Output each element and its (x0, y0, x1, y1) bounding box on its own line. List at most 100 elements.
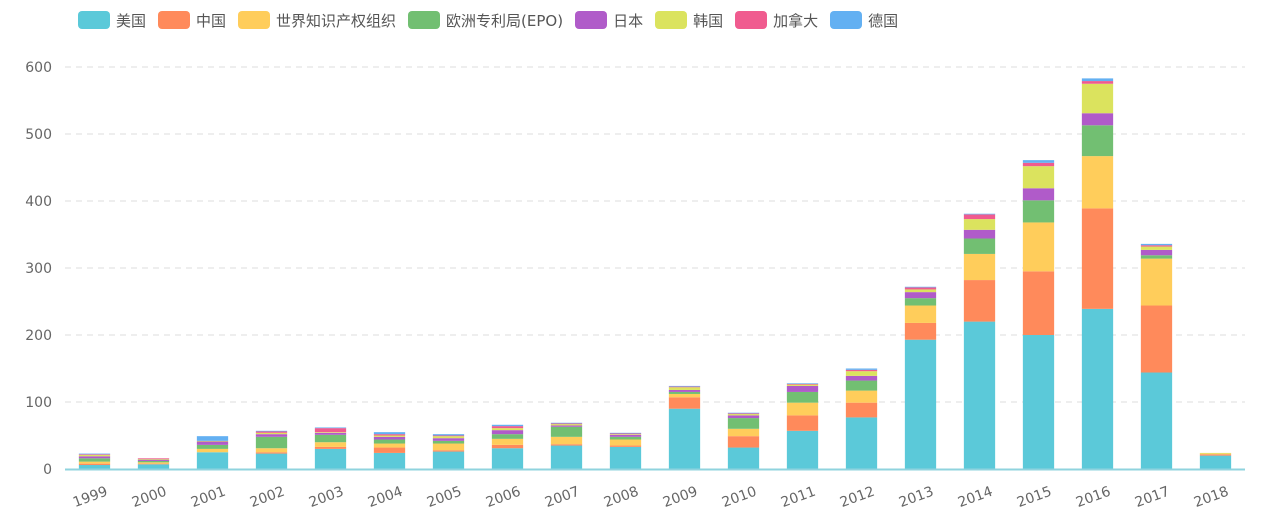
bar-2014-series-3[interactable] (963, 253, 996, 281)
bar-2001-series-5[interactable] (196, 441, 229, 445)
bar-2000-series-2[interactable] (137, 463, 170, 465)
bar-2013-series-2[interactable] (904, 322, 937, 340)
bar-2001-series-6[interactable] (196, 440, 229, 442)
bar-2011-series-6[interactable] (786, 384, 819, 386)
bar-2009-series-7[interactable] (668, 386, 701, 388)
bar-2016-series-7[interactable] (1081, 81, 1114, 84)
bar-2018-series-6[interactable] (1199, 452, 1232, 454)
bar-2016-series-8[interactable] (1081, 78, 1114, 82)
bar-2007-series-5[interactable] (550, 425, 583, 427)
bar-2007-series-3[interactable] (550, 436, 583, 445)
bar-2006-series-4[interactable] (491, 434, 524, 439)
bar-2007-series-8[interactable] (550, 422, 583, 424)
bar-2013-series-1[interactable] (904, 339, 937, 469)
bar-2017-series-1[interactable] (1140, 372, 1173, 469)
bar-2011-series-5[interactable] (786, 385, 819, 392)
bar-2002-series-6[interactable] (255, 432, 288, 435)
bar-2013-series-6[interactable] (904, 289, 937, 293)
bar-2006-series-1[interactable] (491, 448, 524, 469)
bar-2000-series-6[interactable] (137, 458, 170, 460)
bar-2017-series-8[interactable] (1140, 243, 1173, 246)
bar-2008-series-5[interactable] (609, 434, 642, 437)
bar-2003-series-7[interactable] (314, 428, 347, 433)
bar-2004-series-8[interactable] (373, 432, 406, 435)
bar-2003-series-2[interactable] (314, 446, 347, 449)
bar-2005-series-3[interactable] (432, 443, 465, 451)
bar-2014-series-4[interactable] (963, 238, 996, 254)
bar-2015-series-8[interactable] (1022, 160, 1055, 163)
bar-2017-series-4[interactable] (1140, 255, 1173, 259)
bar-2001-series-1[interactable] (196, 452, 229, 469)
bar-2007-series-4[interactable] (550, 426, 583, 437)
bar-2012-series-7[interactable] (845, 369, 878, 372)
bar-2013-series-4[interactable] (904, 298, 937, 306)
bar-2009-series-3[interactable] (668, 393, 701, 398)
bar-2017-series-6[interactable] (1140, 246, 1173, 250)
bar-2010-series-5[interactable] (727, 415, 760, 419)
bar-2015-series-1[interactable] (1022, 335, 1055, 469)
bar-2016-series-2[interactable] (1081, 208, 1114, 309)
bar-2005-series-1[interactable] (432, 451, 465, 469)
legend-item-1[interactable]: 美国 (78, 10, 146, 31)
bar-2001-series-8[interactable] (196, 436, 229, 441)
bar-2002-series-2[interactable] (255, 452, 288, 454)
bar-2010-series-7[interactable] (727, 413, 760, 415)
bar-2010-series-8[interactable] (727, 412, 760, 414)
bar-2008-series-2[interactable] (609, 445, 642, 447)
bar-2001-series-4[interactable] (196, 444, 229, 449)
bar-2004-series-3[interactable] (373, 443, 406, 448)
bar-2005-series-2[interactable] (432, 450, 465, 452)
bar-2008-series-1[interactable] (609, 446, 642, 469)
bar-2012-series-4[interactable] (845, 380, 878, 391)
bar-2018-series-3[interactable] (1199, 453, 1232, 455)
bar-2006-series-7[interactable] (491, 426, 524, 429)
bar-2005-series-7[interactable] (432, 435, 465, 437)
bar-2017-series-2[interactable] (1140, 305, 1173, 373)
bar-2006-series-5[interactable] (491, 430, 524, 435)
bar-2010-series-6[interactable] (727, 414, 760, 416)
bar-2016-series-4[interactable] (1081, 125, 1114, 157)
bar-2009-series-8[interactable] (668, 385, 701, 387)
bar-2005-series-6[interactable] (432, 436, 465, 439)
bar-2008-series-6[interactable] (609, 434, 642, 435)
bar-2012-series-8[interactable] (845, 368, 878, 370)
bar-2002-series-3[interactable] (255, 448, 288, 453)
bar-2011-series-2[interactable] (786, 415, 819, 431)
legend-item-2[interactable]: 中国 (158, 10, 226, 31)
bar-2008-series-4[interactable] (609, 436, 642, 440)
bar-2007-series-2[interactable] (550, 444, 583, 446)
bar-2008-series-3[interactable] (609, 439, 642, 446)
bar-2004-series-2[interactable] (373, 447, 406, 453)
bar-2008-series-7[interactable] (609, 433, 642, 435)
bar-2003-series-8[interactable] (314, 427, 347, 429)
legend-item-6[interactable]: 韩国 (655, 10, 723, 31)
bar-2009-series-6[interactable] (668, 387, 701, 390)
bar-2002-series-4[interactable] (255, 436, 288, 449)
bar-2004-series-5[interactable] (373, 436, 406, 440)
bar-2009-series-4[interactable] (668, 391, 701, 394)
bar-2005-series-8[interactable] (432, 434, 465, 436)
bar-2004-series-4[interactable] (373, 439, 406, 444)
bar-2013-series-3[interactable] (904, 305, 937, 323)
bar-2007-series-6[interactable] (550, 424, 583, 426)
bar-2014-series-7[interactable] (963, 214, 996, 220)
bar-2009-series-1[interactable] (668, 408, 701, 469)
bar-2010-series-1[interactable] (727, 447, 760, 469)
bar-2017-series-3[interactable] (1140, 258, 1173, 306)
bar-2007-series-1[interactable] (550, 445, 583, 469)
bar-2003-series-1[interactable] (314, 448, 347, 469)
bar-2000-series-5[interactable] (137, 459, 170, 461)
bar-2004-series-7[interactable] (373, 434, 406, 436)
bar-2004-series-1[interactable] (373, 452, 406, 469)
bar-2017-series-7[interactable] (1140, 245, 1173, 247)
legend-item-7[interactable]: 加拿大 (735, 10, 818, 31)
bar-2015-series-7[interactable] (1022, 162, 1055, 167)
bar-2013-series-5[interactable] (904, 292, 937, 299)
bar-2005-series-4[interactable] (432, 440, 465, 444)
bar-2014-series-1[interactable] (963, 321, 996, 469)
bar-2002-series-7[interactable] (255, 431, 288, 433)
bar-2006-series-2[interactable] (491, 444, 524, 449)
bar-2001-series-3[interactable] (196, 448, 229, 453)
bar-2012-series-2[interactable] (845, 402, 878, 418)
bar-2006-series-6[interactable] (491, 428, 524, 431)
